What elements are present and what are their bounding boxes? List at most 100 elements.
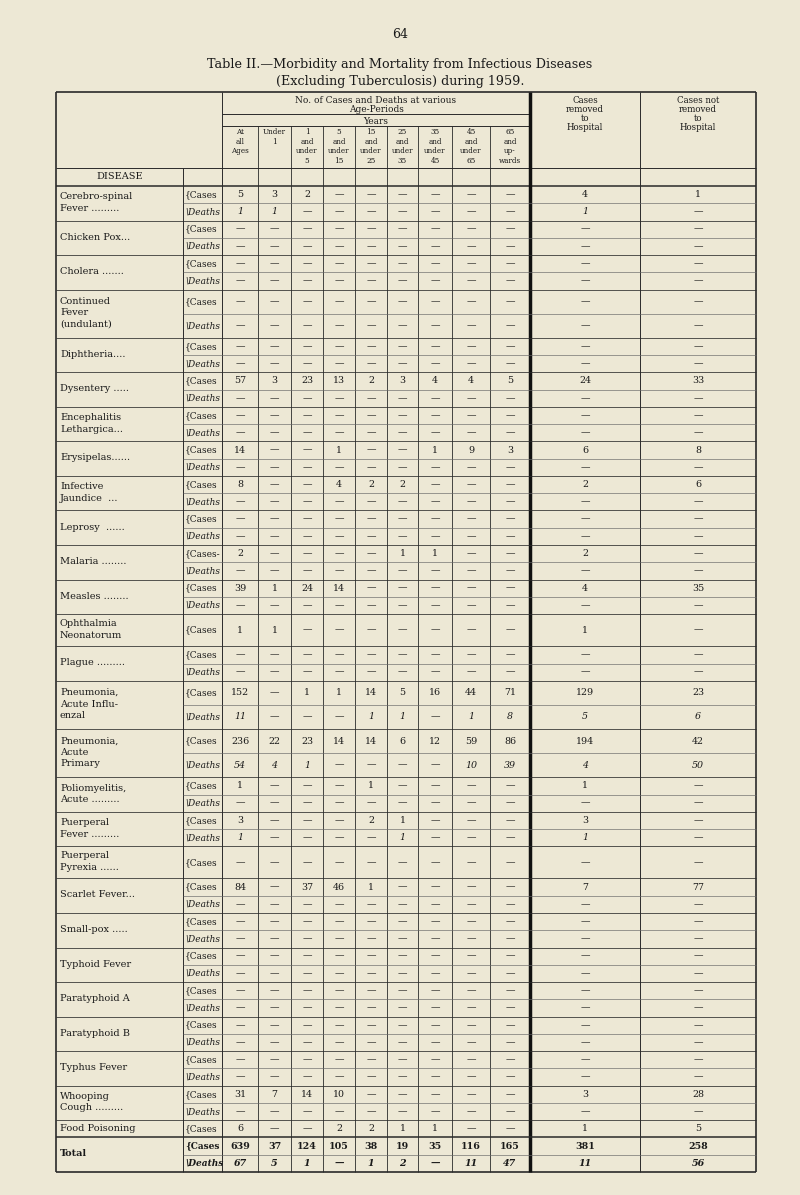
Text: —: — [270,601,279,609]
Text: —: — [466,858,476,866]
Text: —: — [694,276,702,286]
Text: —: — [506,566,514,576]
Text: —: — [580,650,590,660]
Text: —: — [334,858,344,866]
Text: up-: up- [504,147,516,155]
Text: —: — [334,650,344,660]
Text: 1: 1 [368,782,374,790]
Text: —: — [398,394,407,403]
Text: 8: 8 [237,480,243,489]
Text: —: — [506,515,514,523]
Text: —: — [580,360,590,368]
Text: —: — [334,798,344,808]
Text: 4: 4 [582,583,588,593]
Text: 1: 1 [336,446,342,454]
Text: —: — [366,208,376,216]
Text: Puerperal: Puerperal [60,851,109,860]
Text: —: — [506,298,514,306]
Text: —: — [334,241,344,251]
Text: and: and [503,137,517,146]
Text: —: — [430,1021,440,1030]
Text: removed: removed [679,105,717,114]
Text: 6: 6 [237,1124,243,1133]
Text: —: — [270,566,279,576]
Text: —: — [580,462,590,472]
Text: —: — [270,241,279,251]
Text: —: — [270,1038,279,1047]
Text: —: — [270,650,279,660]
Text: Ages: Ages [231,147,249,155]
Text: —: — [398,1055,407,1065]
Text: —: — [430,208,440,216]
Text: —: — [302,969,312,978]
Text: 1: 1 [399,1124,406,1133]
Text: DISEASE: DISEASE [96,172,143,180]
Text: —: — [398,626,407,635]
Text: —: — [466,951,476,961]
Text: —: — [694,858,702,866]
Text: —: — [334,259,344,268]
Text: —: — [366,1107,376,1116]
Text: 86: 86 [504,736,516,746]
Text: 12: 12 [429,736,441,746]
Text: 129: 129 [576,688,594,698]
Text: —: — [398,583,407,593]
Text: 16: 16 [429,688,441,698]
Text: —: — [430,761,440,770]
Text: —: — [302,816,312,825]
Text: \Deaths: \Deaths [185,1073,220,1081]
Text: 11: 11 [464,1159,478,1168]
Text: —: — [270,883,279,891]
Text: 39: 39 [504,761,516,770]
Text: —: — [466,1090,476,1098]
Text: {Cases: {Cases [185,225,218,234]
Text: and: and [428,137,442,146]
Text: —: — [334,515,344,523]
Text: —: — [366,833,376,842]
Text: —: — [270,497,279,507]
Text: all: all [235,137,245,146]
Text: —: — [580,497,590,507]
Text: —: — [398,321,407,330]
Text: —: — [506,428,514,437]
Text: —: — [398,951,407,961]
Text: 56: 56 [691,1159,705,1168]
Text: —: — [398,515,407,523]
Text: Small-pox .....: Small-pox ..... [60,925,128,934]
Text: —: — [270,394,279,403]
Text: 23: 23 [301,736,313,746]
Text: —: — [270,900,279,909]
Text: —: — [334,1021,344,1030]
Text: —: — [302,1055,312,1065]
Text: —: — [506,1090,514,1098]
Text: —: — [694,462,702,472]
Text: 1: 1 [468,712,474,722]
Text: Pneumonia,: Pneumonia, [60,736,118,746]
Text: —: — [334,342,344,351]
Text: 44: 44 [465,688,477,698]
Text: —: — [506,225,514,234]
Text: Food Poisoning: Food Poisoning [60,1123,135,1133]
Text: —: — [270,321,279,330]
Text: to: to [694,114,702,123]
Text: and: and [300,137,314,146]
Text: —: — [398,883,407,891]
Text: —: — [506,497,514,507]
Text: —: — [466,626,476,635]
Text: 42: 42 [692,736,704,746]
Text: —: — [430,782,440,790]
Text: —: — [398,411,407,419]
Text: —: — [506,480,514,489]
Text: —: — [506,626,514,635]
Text: —: — [466,650,476,660]
Text: —: — [466,411,476,419]
Text: No. of Cases and Deaths at various: No. of Cases and Deaths at various [295,96,457,105]
Text: —: — [506,1004,514,1012]
Text: —: — [302,1004,312,1012]
Text: —: — [466,321,476,330]
Text: —: — [694,626,702,635]
Text: —: — [694,1055,702,1065]
Text: 1: 1 [582,833,588,842]
Text: —: — [430,883,440,891]
Text: —: — [334,298,344,306]
